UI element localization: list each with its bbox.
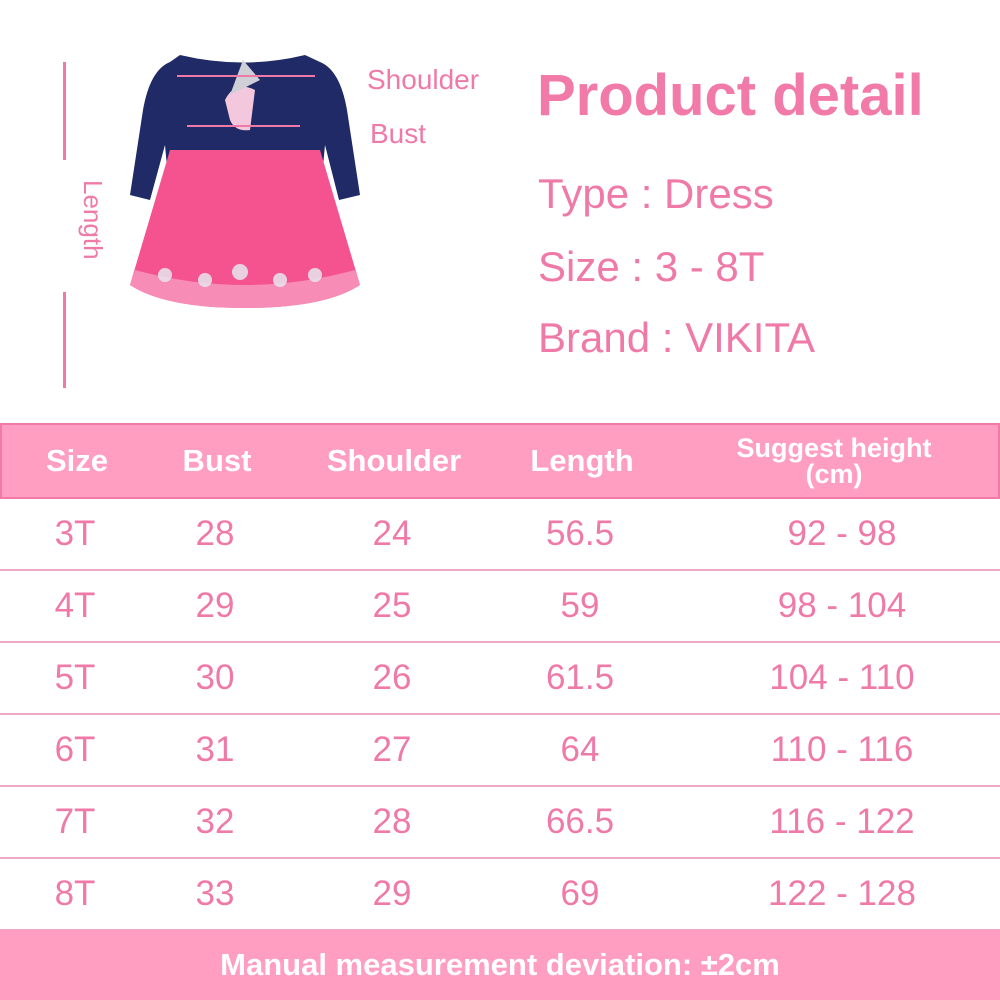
header-suggest-height-unit: (cm) xyxy=(805,459,863,489)
table-row: 4T 29 25 59 98 - 104 xyxy=(0,571,1000,643)
cell-size: 6T xyxy=(54,730,96,769)
cell-length: 69 xyxy=(560,874,600,913)
table-header: Size Bust Shoulder Length Suggest height… xyxy=(0,423,1000,499)
cell-suggest-height: 92 - 98 xyxy=(787,514,897,553)
header-suggest-height: Suggest height (cm) xyxy=(737,425,932,497)
cell-length: 61.5 xyxy=(545,658,615,697)
cell-length: 59 xyxy=(560,586,600,625)
cell-bust: 32 xyxy=(195,802,235,841)
cell-size: 5T xyxy=(54,658,96,697)
cell-bust: 30 xyxy=(195,658,235,697)
cell-size: 3T xyxy=(54,514,96,553)
product-title: Product detail xyxy=(537,63,924,128)
cell-shoulder: 28 xyxy=(372,802,412,841)
table-row: 7T 32 28 66.5 116 - 122 xyxy=(0,787,1000,859)
length-line-bottom xyxy=(63,292,66,388)
cell-bust: 29 xyxy=(195,586,235,625)
cell-bust: 31 xyxy=(195,730,235,769)
cell-suggest-height: 116 - 122 xyxy=(769,802,915,841)
cell-suggest-height: 98 - 104 xyxy=(777,586,907,625)
cell-size: 4T xyxy=(54,586,96,625)
cell-shoulder: 25 xyxy=(372,586,412,625)
cell-bust: 28 xyxy=(195,514,235,553)
product-brand: Brand : VIKITA xyxy=(538,314,815,361)
header-suggest-height-label: Suggest height xyxy=(736,433,932,463)
measurement-note: Manual measurement deviation: ±2cm xyxy=(0,930,1000,1000)
product-size: Size : 3 - 8T xyxy=(538,243,765,290)
header-size: Size xyxy=(45,443,109,478)
cell-length: 64 xyxy=(560,730,600,769)
cell-shoulder: 26 xyxy=(372,658,412,697)
cell-shoulder: 24 xyxy=(372,514,412,553)
table-row: 5T 30 26 61.5 104 - 110 xyxy=(0,643,1000,715)
cell-suggest-height: 122 - 128 xyxy=(768,874,916,913)
cell-suggest-height: 104 - 110 xyxy=(769,658,915,697)
cell-shoulder: 27 xyxy=(372,730,412,769)
table-row: 3T 28 24 56.5 92 - 98 xyxy=(0,499,1000,571)
bust-label: Bust xyxy=(370,118,427,149)
length-line-top xyxy=(63,62,66,160)
header-bust: Bust xyxy=(182,443,252,478)
table-row: 8T 33 29 69 122 - 128 xyxy=(0,859,1000,931)
cell-shoulder: 29 xyxy=(372,874,412,913)
cell-suggest-height: 110 - 116 xyxy=(770,730,914,769)
size-chart-table: Size Bust Shoulder Length Suggest height… xyxy=(0,423,1000,931)
header-shoulder: Shoulder xyxy=(326,443,462,478)
cell-size: 8T xyxy=(54,874,96,913)
cell-bust: 33 xyxy=(195,874,235,913)
dress-image xyxy=(130,55,360,308)
length-label: Length xyxy=(78,180,108,260)
cell-length: 66.5 xyxy=(545,802,615,841)
shoulder-label: Shoulder xyxy=(367,64,480,95)
table-row: 6T 31 27 64 110 - 116 xyxy=(0,715,1000,787)
cell-size: 7T xyxy=(54,802,96,841)
cell-length: 56.5 xyxy=(545,514,615,553)
product-type: Type : Dress xyxy=(538,170,774,217)
header-length: Length xyxy=(530,443,634,478)
